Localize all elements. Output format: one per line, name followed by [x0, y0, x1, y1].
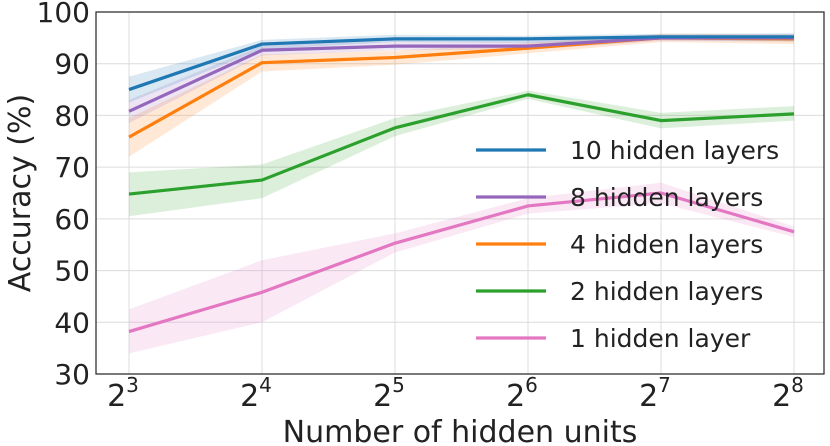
plot-frame	[95, 11, 825, 375]
confidence-band	[129, 33, 794, 157]
y-tick-label: 70	[54, 151, 90, 184]
confidence-band	[129, 182, 794, 354]
legend: 10 hidden layers 8 hidden layers 4 hidden …	[476, 136, 779, 353]
x-tick-label: 25	[373, 373, 405, 414]
x-tick-exponent: 5	[392, 373, 405, 397]
y-tick-label: 80	[54, 99, 90, 132]
x-tick-base: 2	[639, 379, 658, 414]
y-axis-title: Accuracy (%)	[3, 94, 38, 292]
legend-label: 10 hidden layers	[570, 136, 779, 165]
y-tick-label: 30	[54, 358, 90, 391]
x-tick-exponent: 7	[658, 373, 671, 397]
x-tick-exponent: 3	[126, 373, 139, 397]
x-axis-title: Number of hidden units	[283, 415, 638, 446]
series-lines	[128, 35, 795, 334]
x-tick-exponent: 4	[259, 373, 272, 397]
x-tick-labels: 23 24 25 26 27 28	[107, 373, 804, 414]
x-tick-base: 2	[107, 379, 126, 414]
series-line	[128, 35, 794, 92]
confidence-band	[129, 33, 794, 103]
x-tick-label: 23	[107, 373, 139, 414]
legend-label: 2 hidden layers	[570, 277, 763, 306]
y-tick-label: 100	[37, 0, 90, 29]
x-tick-label: 28	[772, 373, 804, 414]
x-tick-base: 2	[240, 379, 259, 414]
confidence-bands	[129, 33, 794, 354]
x-tick-base: 2	[373, 379, 392, 414]
series-line	[128, 191, 795, 334]
legend-label: 4 hidden layers	[570, 230, 763, 259]
y-tick-label: 60	[54, 203, 90, 236]
x-tick-label: 27	[639, 373, 671, 414]
x-tick-exponent: 8	[791, 373, 804, 397]
y-tick-labels: 30 40 50 60 70 80 90 100	[37, 0, 90, 391]
y-tick-label: 90	[54, 48, 90, 81]
series-line	[128, 93, 795, 196]
confidence-band	[129, 90, 794, 217]
y-tick-label: 50	[54, 255, 90, 288]
x-tick-base: 2	[772, 379, 791, 414]
x-tick-label: 24	[240, 373, 272, 414]
legend-label: 8 hidden layers	[570, 183, 763, 212]
legend-label: 1 hidden layer	[570, 324, 751, 353]
x-tick-exponent: 6	[525, 373, 538, 397]
x-tick-base: 2	[506, 379, 525, 414]
x-tick-label: 26	[506, 373, 538, 414]
y-tick-label: 40	[54, 306, 90, 339]
